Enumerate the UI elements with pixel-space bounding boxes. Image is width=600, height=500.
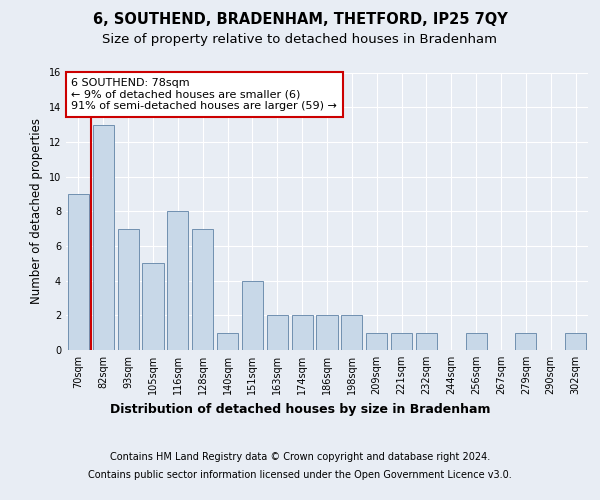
Bar <box>68 194 89 350</box>
Bar <box>267 316 288 350</box>
Bar <box>292 316 313 350</box>
Bar <box>565 332 586 350</box>
Text: Size of property relative to detached houses in Bradenham: Size of property relative to detached ho… <box>103 32 497 46</box>
Bar <box>316 316 338 350</box>
Bar <box>142 264 164 350</box>
Bar <box>93 124 114 350</box>
Bar <box>416 332 437 350</box>
Bar <box>192 228 213 350</box>
Bar <box>217 332 238 350</box>
Text: Contains HM Land Registry data © Crown copyright and database right 2024.: Contains HM Land Registry data © Crown c… <box>110 452 490 462</box>
Bar <box>242 280 263 350</box>
Bar <box>466 332 487 350</box>
Text: 6 SOUTHEND: 78sqm
← 9% of detached houses are smaller (6)
91% of semi-detached h: 6 SOUTHEND: 78sqm ← 9% of detached house… <box>71 78 337 111</box>
Text: Contains public sector information licensed under the Open Government Licence v3: Contains public sector information licen… <box>88 470 512 480</box>
Bar <box>515 332 536 350</box>
Bar <box>391 332 412 350</box>
Text: 6, SOUTHEND, BRADENHAM, THETFORD, IP25 7QY: 6, SOUTHEND, BRADENHAM, THETFORD, IP25 7… <box>92 12 508 28</box>
Bar <box>366 332 387 350</box>
Bar <box>118 228 139 350</box>
Bar <box>341 316 362 350</box>
Bar <box>167 211 188 350</box>
Y-axis label: Number of detached properties: Number of detached properties <box>30 118 43 304</box>
Text: Distribution of detached houses by size in Bradenham: Distribution of detached houses by size … <box>110 402 490 415</box>
